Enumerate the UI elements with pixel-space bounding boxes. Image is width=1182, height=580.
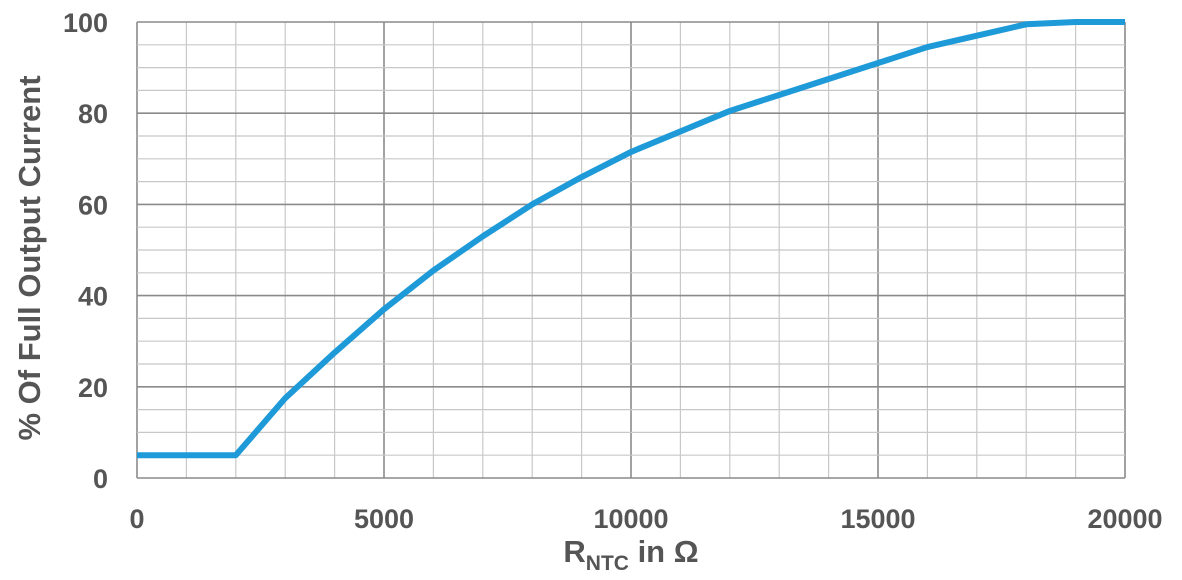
series-layer <box>137 19 1125 459</box>
x-tick-labels: 0 5000 10000 15000 20000 <box>129 504 1162 534</box>
x-axis-title-subscript: NTC <box>586 552 629 575</box>
series-line <box>137 19 1125 459</box>
grid <box>136 21 1126 479</box>
y-tick-labels: 0 20 40 60 80 100 <box>63 8 108 494</box>
y-axis-title: % Of Full Output Current <box>12 75 47 440</box>
y-tick-label: 100 <box>63 8 108 38</box>
y-tick-label: 60 <box>78 190 108 220</box>
y-tick-label: 20 <box>78 373 108 403</box>
x-axis-title-main: R <box>563 534 585 569</box>
y-tick-label: 40 <box>78 282 108 312</box>
x-tick-label: 15000 <box>840 504 915 534</box>
x-axis-title: RNTC in Ω <box>563 534 698 575</box>
y-tick-label: 80 <box>78 99 108 129</box>
x-tick-label: 20000 <box>1087 504 1162 534</box>
x-tick-label: 5000 <box>354 504 414 534</box>
y-tick-label: 0 <box>93 464 108 494</box>
x-tick-label: 0 <box>129 504 144 534</box>
x-axis-title-unit: in Ω <box>629 534 699 569</box>
x-tick-label: 10000 <box>593 504 668 534</box>
